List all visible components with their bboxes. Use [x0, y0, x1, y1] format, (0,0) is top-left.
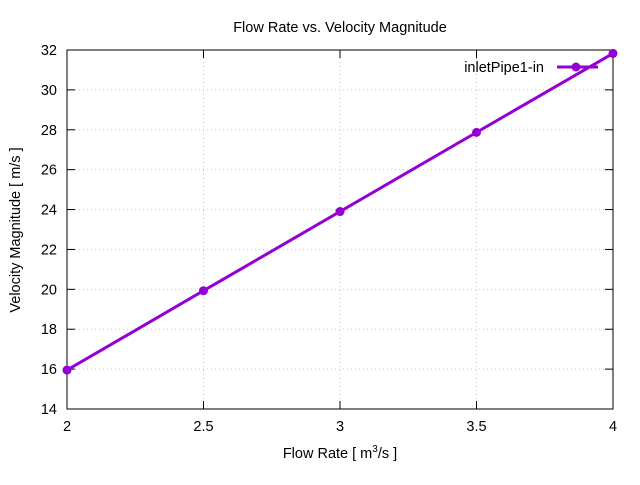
series-layer: [62, 48, 618, 375]
y-axis: 14 16 18 20 22 24 26 28 30 32: [41, 43, 613, 418]
y-tick-label: 18: [41, 322, 57, 338]
data-point: [472, 127, 481, 137]
x-tick-label: 2: [63, 419, 71, 435]
x-axis-label-prefix: Flow Rate [ m: [283, 446, 372, 462]
x-tick-label: 2.5: [193, 419, 213, 435]
y-tick-label: 30: [41, 83, 57, 99]
x-axis-label-superscript: 3: [372, 444, 378, 455]
y-tick-label: 14: [41, 402, 57, 418]
x-tick-label: 3: [336, 419, 344, 435]
plot-frame: [66, 49, 614, 410]
y-tick-label: 16: [41, 362, 57, 378]
y-axis-label: Velocity Magnitude [ m/s ]: [8, 147, 24, 312]
plot-border: [66, 49, 614, 410]
x-axis-label-suffix: /s ]: [378, 446, 397, 462]
legend-label: inletPipe1-in: [464, 60, 544, 76]
y-tick-label: 32: [41, 43, 57, 59]
x-tick-label: 4: [609, 419, 617, 435]
grid-lines: [67, 50, 613, 409]
data-point: [335, 207, 345, 217]
y-tick-label: 20: [41, 282, 57, 298]
chart-title: Flow Rate vs. Velocity Magnitude: [233, 20, 447, 36]
legend: inletPipe1-in: [464, 60, 598, 76]
x-tick-label: 3.5: [466, 419, 486, 435]
y-tick-label: 26: [41, 163, 57, 179]
x-axis: 2 2.5 3 3.5 4: [63, 50, 617, 435]
data-point: [199, 286, 208, 296]
y-tick-label: 24: [41, 203, 57, 219]
data-point: [608, 48, 618, 58]
legend-marker-swatch: [571, 62, 581, 72]
x-axis-label: Flow Rate [ m3/s ]: [283, 444, 397, 462]
y-tick-label: 28: [41, 123, 57, 139]
y-tick-label: 22: [41, 242, 57, 258]
data-point: [62, 365, 72, 375]
